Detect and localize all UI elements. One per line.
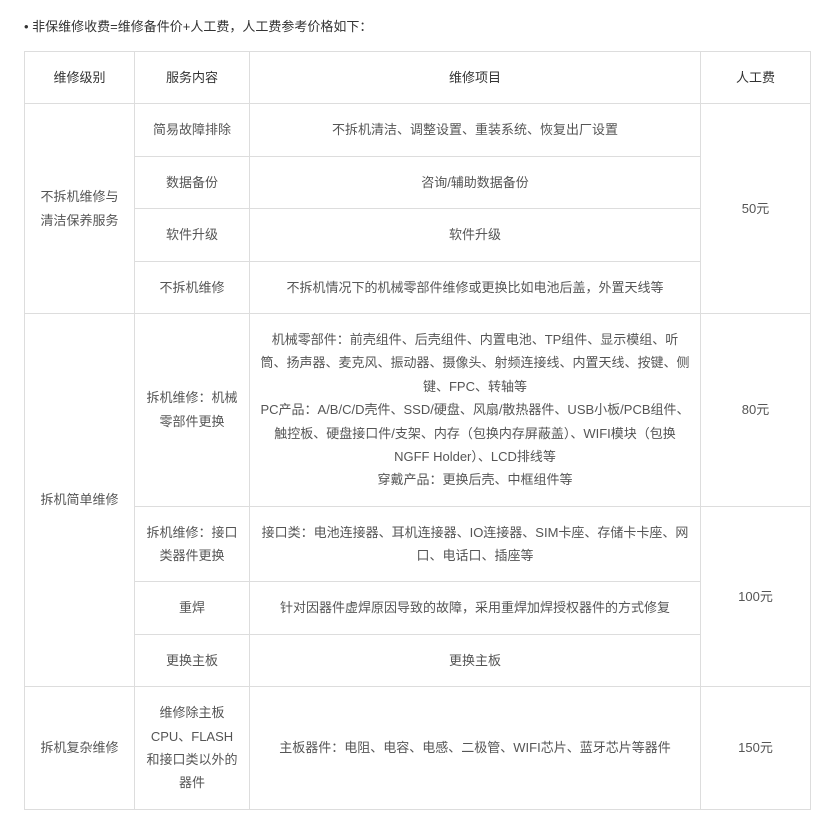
table-row: 软件升级软件升级 (25, 209, 811, 261)
header-item: 维修项目 (250, 52, 701, 104)
table-header-row: 维修级别 服务内容 维修项目 人工费 (25, 52, 811, 104)
table-row: 拆机简单维修拆机维修：机械零部件更换机械零部件：前壳组件、后壳组件、内置电池、T… (25, 313, 811, 506)
cell-item: 不拆机清洁、调整设置、重装系统、恢复出厂设置 (250, 104, 701, 156)
cell-fee: 50元 (701, 104, 811, 314)
cell-level: 不拆机维修与清洁保养服务 (25, 104, 135, 314)
cell-service: 不拆机维修 (135, 261, 250, 313)
cell-fee: 80元 (701, 313, 811, 506)
cell-service: 重焊 (135, 582, 250, 634)
table-row: 不拆机维修与清洁保养服务简易故障排除不拆机清洁、调整设置、重装系统、恢复出厂设置… (25, 104, 811, 156)
table-row: 重焊针对因器件虚焊原因导致的故障，采用重焊加焊授权器件的方式修复 (25, 582, 811, 634)
cell-item: 不拆机情况下的机械零部件维修或更换比如电池后盖，外置天线等 (250, 261, 701, 313)
cell-service: 维修除主板CPU、FLASH和接口类以外的器件 (135, 687, 250, 810)
cell-service: 更换主板 (135, 634, 250, 686)
cell-item: 更换主板 (250, 634, 701, 686)
cell-service: 数据备份 (135, 156, 250, 208)
header-level: 维修级别 (25, 52, 135, 104)
cell-fee: 100元 (701, 506, 811, 687)
cell-level: 拆机复杂维修 (25, 687, 135, 810)
table-row: 拆机复杂维修维修除主板CPU、FLASH和接口类以外的器件主板器件：电阻、电容、… (25, 687, 811, 810)
table-row: 更换主板更换主板 (25, 634, 811, 686)
cell-service: 拆机维修：接口类器件更换 (135, 506, 250, 582)
header-service: 服务内容 (135, 52, 250, 104)
cell-service: 拆机维修：机械零部件更换 (135, 313, 250, 506)
table-row: 拆机维修：接口类器件更换接口类：电池连接器、耳机连接器、IO连接器、SIM卡座、… (25, 506, 811, 582)
cell-fee: 150元 (701, 687, 811, 810)
header-fee: 人工费 (701, 52, 811, 104)
table-row: 数据备份咨询/辅助数据备份 (25, 156, 811, 208)
pricing-table: 维修级别 服务内容 维修项目 人工费 不拆机维修与清洁保养服务简易故障排除不拆机… (24, 51, 811, 810)
cell-item: 接口类：电池连接器、耳机连接器、IO连接器、SIM卡座、存储卡卡座、网口、电话口… (250, 506, 701, 582)
table-row: 不拆机维修不拆机情况下的机械零部件维修或更换比如电池后盖，外置天线等 (25, 261, 811, 313)
cell-service: 简易故障排除 (135, 104, 250, 156)
cell-level: 拆机简单维修 (25, 313, 135, 686)
cell-item: 机械零部件：前壳组件、后壳组件、内置电池、TP组件、显示模组、听筒、扬声器、麦克… (250, 313, 701, 506)
cell-item: 针对因器件虚焊原因导致的故障，采用重焊加焊授权器件的方式修复 (250, 582, 701, 634)
intro-text: • 非保维修收费=维修备件价+人工费，人工费参考价格如下： (24, 16, 811, 35)
cell-item: 咨询/辅助数据备份 (250, 156, 701, 208)
cell-item: 主板器件：电阻、电容、电感、二极管、WIFI芯片、蓝牙芯片等器件 (250, 687, 701, 810)
cell-item: 软件升级 (250, 209, 701, 261)
cell-service: 软件升级 (135, 209, 250, 261)
